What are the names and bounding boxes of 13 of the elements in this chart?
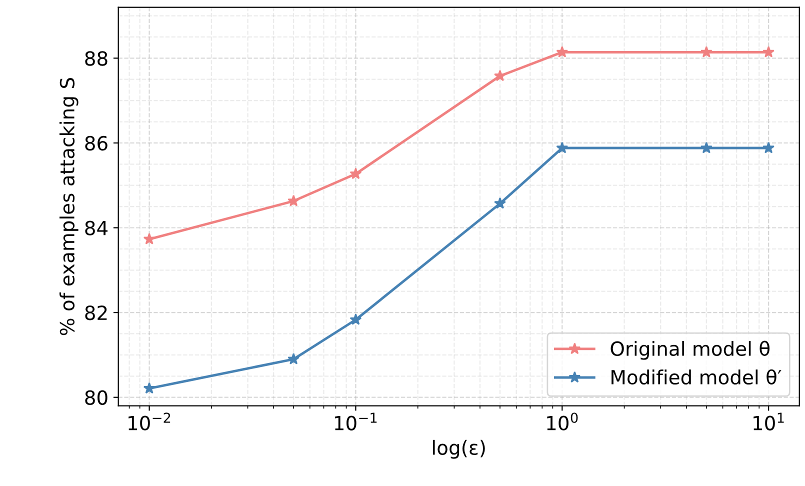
legend-label: Original model θ [610,340,770,360]
legend-label: Modified model θ′ [612,369,782,385]
x-tick-label: 10$^{−1}$ [335,412,377,430]
y-tick-label: 88 [85,51,108,66]
x-tick-label: 10$^{−2}$ [128,412,170,430]
y-tick-label: 86 [85,136,108,151]
x-axis-title: log(ε) [433,440,485,459]
x-tick-label: 10$^{0}$ [547,412,578,430]
x-tick-label: 10$^{1}$ [754,412,784,430]
y-tick-label: 84 [85,220,108,236]
y-tick-label: 82 [85,305,107,320]
y-tick-label: 80 [85,390,108,405]
y-axis-title: % of examples attacking S [59,78,78,336]
